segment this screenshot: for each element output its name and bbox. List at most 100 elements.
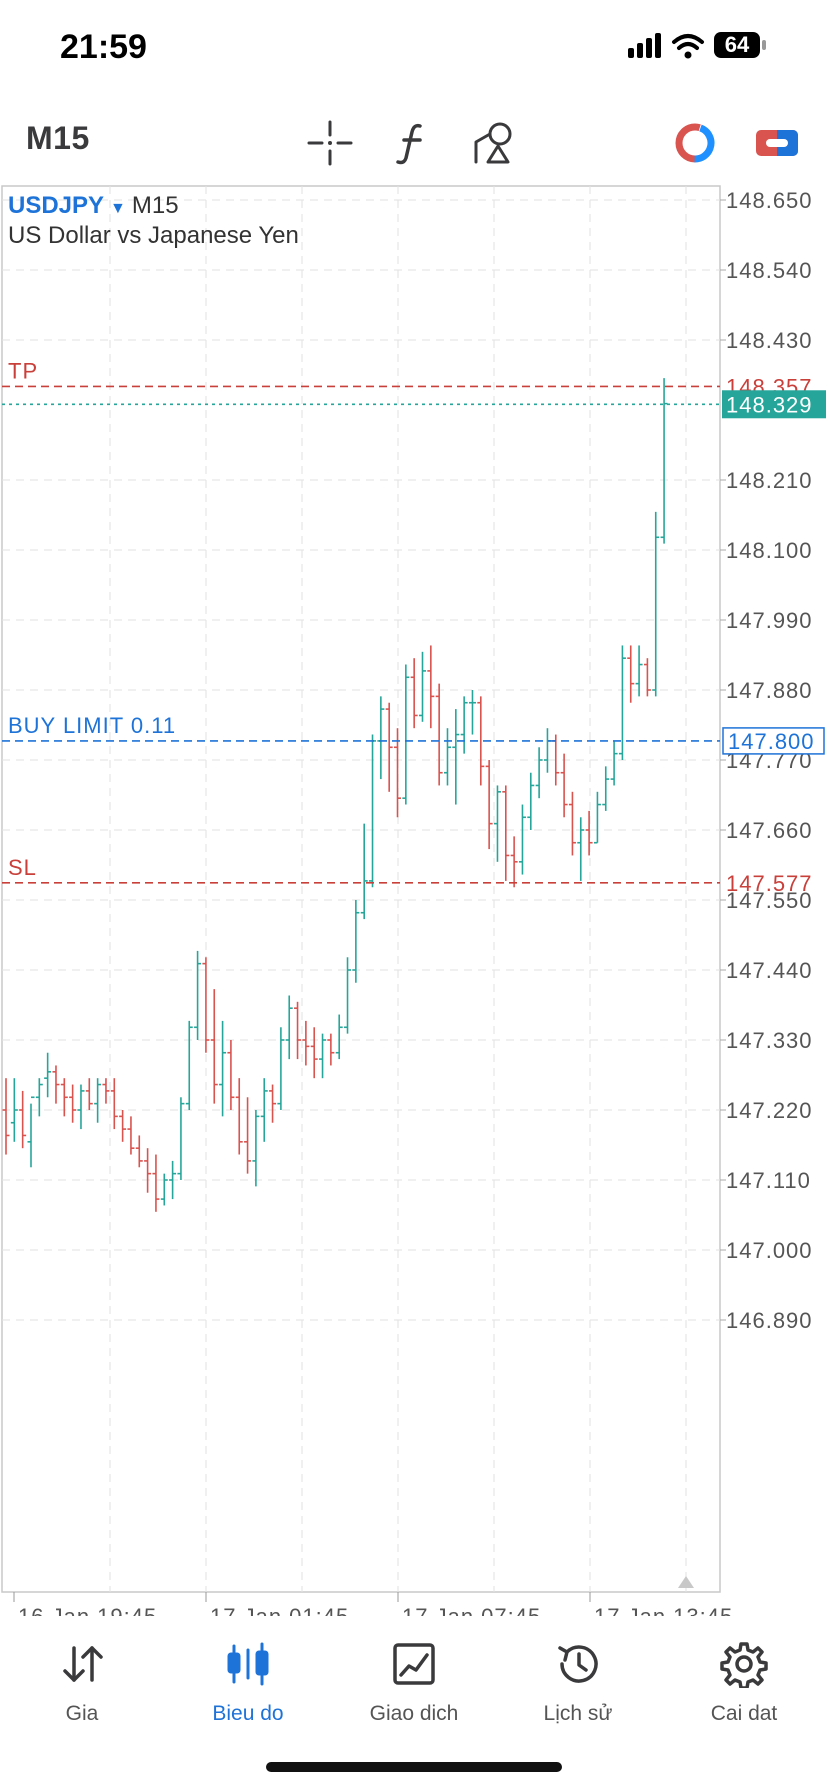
price-axis-label: 148.210 [726, 468, 813, 493]
ohlc-bar [518, 804, 526, 875]
ohlc-bar [510, 836, 518, 888]
objects-icon[interactable] [470, 118, 520, 168]
price-axis-label: 148.430 [726, 328, 813, 353]
candlestick-icon [227, 1642, 269, 1686]
ohlc-bar [10, 1078, 18, 1142]
time-axis-label: 17 Jan 01:45 [210, 1604, 349, 1616]
ohlc-bar [2, 1078, 10, 1155]
ohlc-bar [44, 1052, 52, 1098]
ohlc-bar [360, 823, 368, 920]
nav-item-quotes[interactable]: Gia [12, 1640, 152, 1726]
ohlc-bar [252, 1110, 260, 1187]
price-axis-label: 147.220 [726, 1098, 813, 1123]
ohlc-bar [160, 1173, 168, 1206]
nav-label-chart: Bieu do [212, 1702, 284, 1725]
ohlc-bar [102, 1078, 110, 1104]
home-indicator [266, 1762, 562, 1772]
ohlc-bar [285, 995, 293, 1060]
nav-item-settings[interactable]: Cai dat [674, 1640, 814, 1726]
time-axis-label: 17 Jan 13:45 [594, 1604, 733, 1616]
nav-item-history[interactable]: Lịch sử [508, 1640, 648, 1726]
gear-icon [720, 1642, 768, 1688]
ohlc-bar [460, 696, 468, 754]
ohlc-bar [269, 1084, 277, 1123]
ohlc-bar [19, 1090, 27, 1149]
ohlc-bar [377, 696, 385, 780]
status-icons: 64 [628, 32, 766, 59]
status-bar: 21:59 64 [0, 0, 828, 100]
ohlc-bar [194, 950, 202, 1040]
order-price-tag [722, 727, 825, 755]
ohlc-bar [235, 1078, 243, 1155]
order-price-label: 147.800 [728, 729, 815, 754]
ohlc-bar [144, 1148, 152, 1193]
trade-chart-icon [393, 1643, 435, 1685]
ohlc-bar [435, 683, 443, 786]
trade-button-icon[interactable] [752, 118, 802, 168]
ohlc-bar [427, 645, 435, 729]
ohlc-bar [210, 989, 218, 1104]
ohlc-bar [352, 900, 360, 983]
ohlc-bar [327, 1033, 335, 1066]
price-axis-label: 147.550 [726, 888, 813, 913]
ohlc-bar [335, 1014, 343, 1060]
price-axis-label: 147.660 [726, 818, 813, 843]
price-axis-label: 147.110 [726, 1168, 811, 1193]
symbol-header[interactable]: USDJPY ▼ M15 [8, 192, 179, 220]
scroll-end-marker [678, 1576, 694, 1588]
order-label: BUY LIMIT 0.11 [8, 713, 176, 738]
ohlc-bar [452, 709, 460, 805]
ohlc-bar [610, 740, 618, 786]
ohlc-bar [227, 1040, 235, 1110]
ohlc-bar [585, 810, 593, 856]
ohlc-bar [185, 1020, 193, 1110]
sl-label: SL [8, 855, 37, 880]
ohlc-bar [260, 1078, 268, 1142]
ohlc-bar [344, 957, 352, 1034]
chart-area[interactable]: 148.650 148.540 148.430 148.210 148.100 147.9… [0, 184, 828, 1616]
ohlc-bar [302, 1020, 310, 1066]
one-click-trading-icon[interactable] [670, 118, 720, 168]
nav-label-quotes: Gia [65, 1702, 99, 1725]
nav-item-chart[interactable]: Bieu do [178, 1640, 318, 1726]
ohlc-bar [419, 651, 426, 722]
ohlc-bar [560, 753, 568, 818]
price-axis-label: 147.880 [726, 678, 813, 703]
ohlc-bar [244, 1097, 252, 1174]
nav-item-trade[interactable]: Giao dich [344, 1640, 484, 1726]
ohlc-bar [85, 1078, 93, 1110]
symbol-timeframe: M15 [131, 192, 179, 219]
timeframe-button[interactable]: M15 [26, 120, 90, 156]
ohlc-bar [502, 785, 510, 881]
ohlc-bar [177, 1097, 185, 1180]
price-axis-label: 147.330 [726, 1028, 813, 1053]
price-chart[interactable]: 148.650 148.540 148.430 148.210 148.100 147.9… [0, 184, 828, 1616]
ohlc-bar [527, 772, 535, 830]
wifi-icon [672, 34, 704, 59]
battery-icon [714, 32, 766, 58]
ohlc-bar [219, 1020, 227, 1117]
symbol-dropdown-icon[interactable]: ▼ [110, 200, 126, 217]
ohlc-bar [127, 1116, 135, 1155]
symbol-name[interactable]: USDJPY [8, 192, 105, 219]
sl-price-label: 147.577 [726, 871, 813, 896]
ohlc-bar [443, 728, 451, 786]
history-clock-icon [558, 1645, 598, 1683]
ohlc-bar [535, 747, 543, 799]
sl-price-bg [722, 869, 826, 892]
ohlc-bar [119, 1110, 127, 1142]
signal-icon [628, 33, 661, 58]
ohlc-bar [60, 1078, 68, 1117]
ohlc-bar [468, 690, 476, 735]
price-axis-label: 146.890 [726, 1308, 813, 1333]
ohlc-bar [135, 1135, 143, 1168]
current-price-tag [722, 390, 826, 419]
ohlc-bar [369, 734, 377, 888]
bottom-navigation: Gia Bieu do Giao dich Lịch sử [0, 1620, 828, 1740]
ohlc-bar [402, 664, 410, 805]
ohlc-bar [202, 957, 210, 1053]
indicators-icon[interactable] [388, 118, 438, 168]
crosshair-icon[interactable] [305, 118, 355, 168]
ohlc-bar [618, 645, 626, 760]
ohlc-bar [27, 1096, 35, 1168]
